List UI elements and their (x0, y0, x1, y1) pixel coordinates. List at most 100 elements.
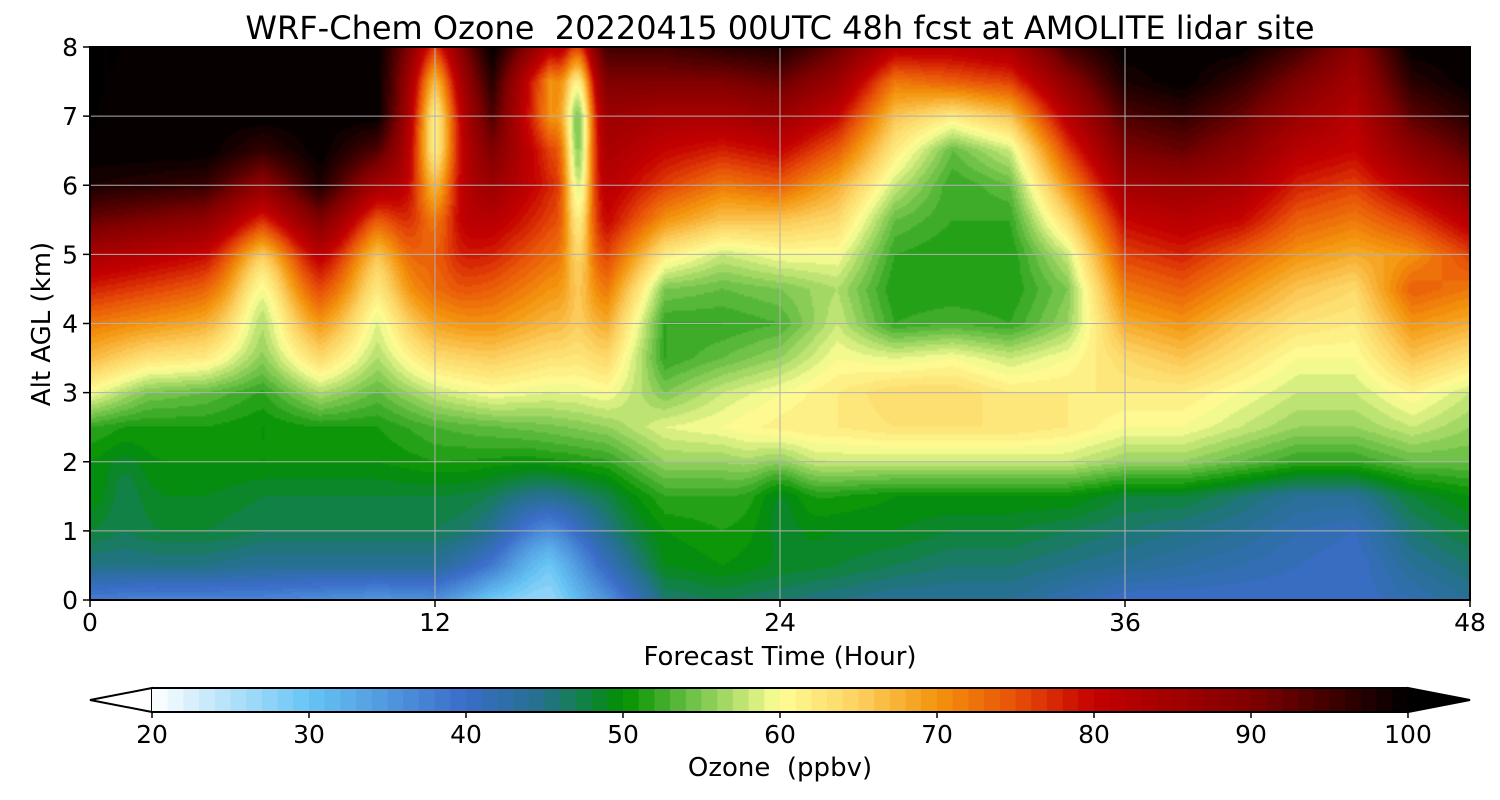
colorbar-ticks: 20 30 40 50 60 70 80 90 100 (136, 712, 1432, 749)
colorbar-swatch (403, 688, 420, 712)
colorbar-swatch (999, 688, 1017, 712)
colorbar-swatch (214, 688, 232, 712)
colorbar-swatch (1235, 688, 1252, 712)
colorbar-swatch (575, 688, 593, 712)
colorbar-tick-label: 40 (450, 720, 482, 749)
colorbar-swatch (1392, 688, 1409, 712)
colorbar-swatch (748, 688, 765, 712)
colorbar-swatch (356, 688, 373, 712)
colorbar-swatch (1078, 688, 1095, 712)
colorbar-swatch (1360, 688, 1378, 712)
colorbar-swatch (544, 688, 561, 712)
colorbar-swatch (842, 688, 860, 712)
colorbar-swatch (309, 688, 326, 712)
x-tick-label: 24 (764, 608, 796, 637)
y-tick-label: 1 (62, 517, 78, 546)
x-tick-label: 36 (1109, 608, 1141, 637)
colorbar-tick-label: 50 (607, 720, 639, 749)
colorbar-swatch (418, 688, 436, 712)
colorbar-swatch (1141, 688, 1158, 712)
colorbar-tick-label: 80 (1078, 720, 1110, 749)
colorbar-swatch (434, 688, 451, 712)
colorbar-swatch (1109, 688, 1126, 712)
colorbar-swatch (1094, 688, 1111, 712)
colorbar-swatch (1203, 688, 1221, 712)
colorbar-swatch (607, 688, 624, 712)
colorbar-swatch (199, 688, 216, 712)
colorbar-swatch (466, 688, 483, 712)
y-axis-label: Alt AGL (km) (27, 242, 57, 406)
colorbar-tick-label: 100 (1384, 720, 1432, 749)
x-axis-ticks: 0 12 24 36 48 (82, 600, 1486, 637)
colorbar-swatch (1046, 688, 1064, 712)
colorbar-swatch (528, 688, 546, 712)
colorbar-swatch (732, 688, 750, 712)
colorbar-swatch (277, 688, 294, 712)
y-tick-label: 5 (62, 240, 78, 269)
colorbar-swatch (481, 688, 498, 712)
colorbar-tick-label: 60 (764, 720, 796, 749)
y-tick-label: 8 (62, 33, 78, 62)
y-tick-label: 4 (62, 310, 78, 339)
x-axis-label: Forecast Time (Hour) (643, 642, 916, 672)
colorbar-swatch (1266, 688, 1283, 712)
colorbar-swatch (921, 688, 938, 712)
colorbar-swatch (1156, 688, 1174, 712)
y-tick-label: 6 (62, 171, 78, 200)
y-tick-label: 3 (62, 379, 78, 408)
colorbar-swatch (513, 688, 530, 712)
x-tick-label: 0 (82, 608, 98, 637)
colorbar-swatches (152, 688, 1409, 712)
colorbar-swatch (230, 688, 247, 712)
colorbar-swatch (293, 688, 310, 712)
x-tick-label: 48 (1454, 608, 1486, 637)
colorbar-swatch (591, 688, 608, 712)
colorbar-swatch (670, 688, 687, 712)
colorbar-swatch (654, 688, 671, 712)
colorbar-swatch (1313, 688, 1331, 712)
colorbar-swatch (623, 688, 640, 712)
colorbar-tick-label: 90 (1235, 720, 1267, 749)
colorbar-swatch (827, 688, 844, 712)
colorbar-swatch (261, 688, 279, 712)
colorbar-swatch (717, 688, 734, 712)
colorbar: 20 30 40 50 60 70 80 90 100 Ozone (ppbv) (89, 686, 1471, 783)
colorbar-swatch (1031, 688, 1048, 712)
colorbar-swatch (811, 688, 828, 712)
colorbar-swatch (795, 688, 812, 712)
x-tick-label: 12 (419, 608, 451, 637)
colorbar-swatch (167, 688, 184, 712)
colorbar-swatch (1329, 688, 1346, 712)
colorbar-swatch (1298, 688, 1315, 712)
colorbar-swatch (387, 688, 404, 712)
colorbar-under-extension (89, 686, 153, 714)
colorbar-swatch (889, 688, 907, 712)
colorbar-swatch (1188, 688, 1205, 712)
colorbar-swatch (905, 688, 922, 712)
colorbar-swatch (1251, 688, 1268, 712)
colorbar-label: Ozone (ppbv) (688, 753, 872, 783)
colorbar-swatch (371, 688, 389, 712)
colorbar-swatch (324, 688, 341, 712)
colorbar-swatch (450, 688, 467, 712)
colorbar-swatch (183, 688, 200, 712)
colorbar-tick-label: 70 (921, 720, 953, 749)
colorbar-swatch (246, 688, 263, 712)
colorbar-swatch (764, 688, 781, 712)
colorbar-swatch (1219, 688, 1236, 712)
chart-title: WRF-Chem Ozone 20220415 00UTC 48h fcst a… (245, 9, 1314, 47)
colorbar-swatch (1062, 688, 1079, 712)
colorbar-tick-label: 30 (293, 720, 325, 749)
colorbar-swatch (638, 688, 655, 712)
colorbar-swatch (984, 688, 1001, 712)
colorbar-swatch (1172, 688, 1189, 712)
colorbar-swatch (858, 688, 875, 712)
colorbar-swatch (152, 688, 169, 712)
colorbar-swatch (874, 688, 891, 712)
colorbar-swatch (497, 688, 514, 712)
colorbar-over-extension (1407, 686, 1471, 714)
colorbar-swatch (685, 688, 703, 712)
colorbar-tick-label: 20 (136, 720, 168, 749)
